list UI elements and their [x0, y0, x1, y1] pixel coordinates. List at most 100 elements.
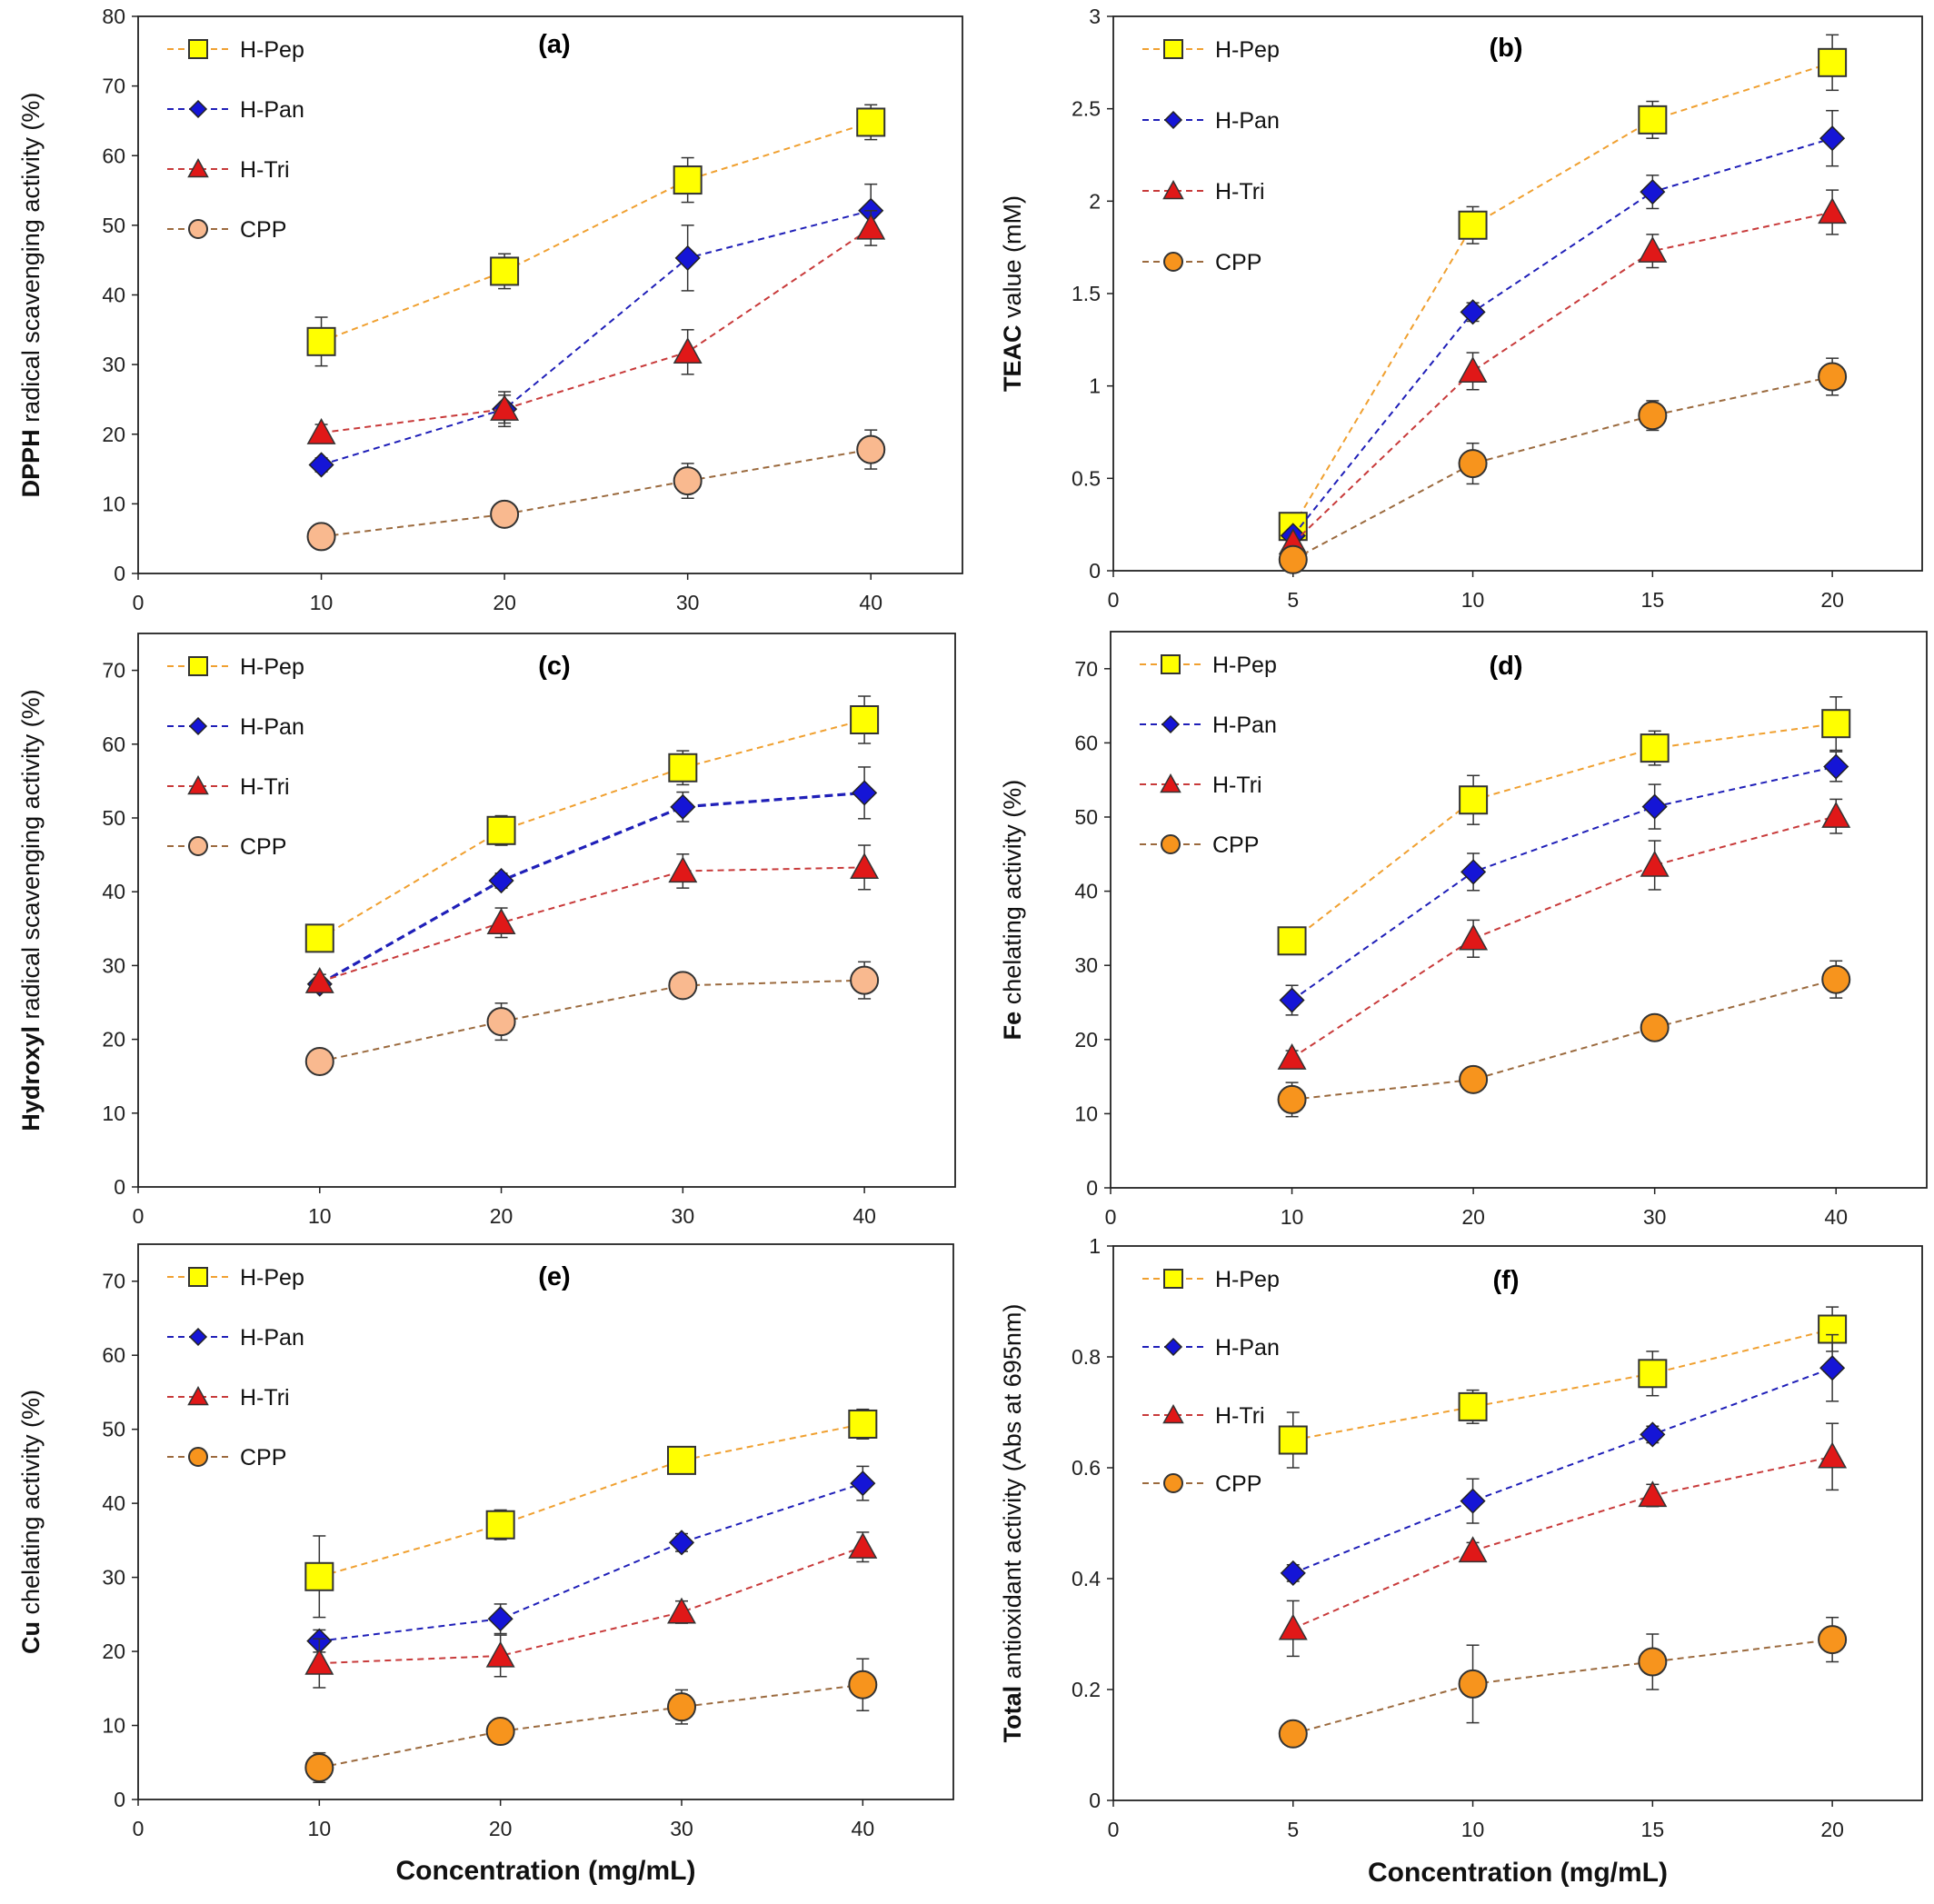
data-point: [673, 337, 703, 364]
y-tick-label: 20: [102, 1640, 125, 1663]
x-axis-label: Concentration (mg/mL): [396, 1856, 696, 1886]
y-tick-label: 1.5: [1072, 282, 1101, 305]
y-tick-label: 10: [102, 492, 125, 515]
series-line: [1292, 1367, 1833, 1574]
legend-marker-triangle: [1162, 179, 1184, 200]
x-tick-label: 40: [852, 1817, 875, 1840]
legend-entry-h-pep: H-Pep: [167, 1265, 304, 1291]
x-tick-label: 20: [1820, 588, 1844, 612]
legend-marker-triangle: [187, 1385, 209, 1406]
legend-marker-square: [188, 656, 208, 676]
legend-entry-h-tri: H-Tri: [167, 774, 290, 800]
x-tick-label: 10: [1461, 588, 1485, 612]
data-point: [1277, 1084, 1307, 1114]
data-point: [850, 1470, 876, 1497]
legend-label: H-Pan: [240, 1325, 304, 1351]
data-point: [1640, 1421, 1666, 1448]
chart-panel-e: 0 10 20 30 40 50 60 70 0 10 20 30 40 Cu chelating act…: [17, 1243, 954, 1886]
y-axis-label: DPPH radical scavenging activity (%): [17, 93, 45, 498]
y-tick-label: 60: [102, 1343, 125, 1367]
y-tick-label: 20: [102, 423, 125, 446]
legend-entry-h-pep: H-Pep: [1142, 1267, 1280, 1292]
y-tick-label: 40: [102, 880, 125, 903]
legend-label: H-Pep: [240, 37, 304, 63]
data-point: [304, 1648, 334, 1675]
y-tick-label: 80: [102, 5, 125, 28]
y-tick-label: 0.4: [1072, 1567, 1101, 1590]
legend-entry-h-tri: H-Tri: [1142, 1403, 1265, 1429]
legend-entry-cpp: CPP: [1142, 1471, 1261, 1497]
y-tick-label: 50: [1074, 805, 1098, 829]
y-tick-label: 60: [1074, 731, 1098, 754]
data-point: [1458, 1391, 1488, 1421]
legend-entry-cpp: CPP: [167, 217, 286, 243]
y-tick-label: 0.6: [1072, 1456, 1101, 1480]
legend-label: H-Pan: [240, 97, 304, 123]
y-tick-label: 30: [102, 953, 125, 977]
legend-marker-diamond: [1163, 110, 1183, 130]
y-tick-label: 3: [1089, 5, 1101, 28]
y-tick-label: 50: [102, 806, 125, 830]
data-point: [668, 753, 698, 783]
legend-marker-triangle: [1162, 1403, 1184, 1424]
series-h-pan: [306, 766, 878, 997]
legend-label: H-Pep: [1215, 1267, 1280, 1292]
y-tick-label: 2: [1089, 189, 1101, 213]
legend-entry-h-pep: H-Pep: [1142, 37, 1280, 63]
legend-entry-h-pan: H-Pan: [1140, 713, 1277, 738]
y-tick-label: 0: [1086, 1176, 1098, 1200]
legend-marker-diamond: [1163, 1337, 1183, 1357]
x-tick-label: 20: [490, 1204, 513, 1228]
legend-marker-diamond: [1161, 714, 1181, 734]
series-line: [321, 209, 872, 466]
legend-marker-diamond: [188, 99, 208, 119]
data-point: [485, 1510, 515, 1540]
data-point: [1460, 1488, 1486, 1514]
y-axis-label: Total antioxidant activity (Abs at 695nm…: [999, 1304, 1026, 1743]
data-point: [1640, 733, 1670, 763]
legend-entry-h-pep: H-Pep: [167, 654, 304, 680]
data-point: [308, 452, 334, 478]
series-cpp: [304, 961, 880, 1076]
data-point: [306, 326, 336, 356]
legend-marker-circle: [188, 1447, 208, 1467]
y-tick-label: 60: [102, 733, 125, 756]
x-tick-label: 20: [1461, 1205, 1485, 1229]
x-tick-label: 20: [489, 1817, 513, 1840]
series-h-tri: [304, 1531, 878, 1689]
series-line: [1291, 137, 1833, 536]
x-tick-label: 0: [1105, 1205, 1117, 1229]
series-h-pan: [1280, 109, 1846, 549]
legend-entry-h-tri: H-Tri: [1142, 179, 1265, 204]
legend-marker-circle: [188, 219, 208, 239]
series-cpp: [1278, 357, 1848, 574]
y-axis-label-rest: value (mM): [999, 195, 1026, 325]
data-point: [1821, 801, 1851, 828]
chart-panel-c: 0 10 20 30 40 50 60 70 0 10 20 30 40 Hydroxyl radical…: [17, 633, 956, 1228]
x-tick-label: 15: [1641, 1818, 1665, 1841]
plot-frame: [137, 633, 956, 1188]
x-tick-label: 10: [1281, 1205, 1304, 1229]
data-point: [488, 867, 514, 894]
y-axis-label: Fe chelating activity (%): [999, 780, 1026, 1041]
data-point: [304, 1752, 334, 1782]
legend-label: CPP: [1215, 250, 1261, 275]
data-point: [1641, 793, 1668, 820]
y-tick-label: 10: [1074, 1102, 1098, 1125]
legend-label: H-Tri: [1215, 179, 1265, 204]
data-point: [1638, 1480, 1668, 1508]
y-tick-label: 0.2: [1072, 1678, 1101, 1701]
series-h-pan: [306, 1465, 876, 1654]
series-line: [319, 979, 865, 1062]
data-point: [1640, 1012, 1670, 1042]
plot-frame: [1112, 1245, 1923, 1801]
legend-marker-square: [188, 39, 208, 59]
series-line: [319, 1683, 863, 1769]
series-line: [1291, 61, 1833, 527]
data-point: [486, 908, 516, 934]
data-point: [1280, 1560, 1306, 1586]
series-line: [318, 791, 865, 986]
x-tick-label: 10: [310, 591, 334, 614]
series-line: [1291, 723, 1837, 942]
data-point: [673, 466, 703, 496]
